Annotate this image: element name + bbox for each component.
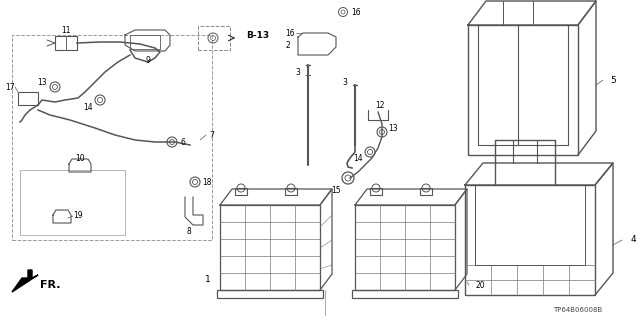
Bar — [370, 188, 382, 195]
Text: 3: 3 — [342, 77, 348, 86]
Text: 19: 19 — [73, 212, 83, 220]
Text: 11: 11 — [61, 26, 71, 35]
Text: 16: 16 — [351, 7, 361, 17]
Bar — [217, 290, 323, 298]
Bar — [285, 188, 297, 195]
Text: 14: 14 — [83, 102, 93, 111]
Text: 10: 10 — [75, 154, 85, 163]
Bar — [55, 36, 77, 50]
Text: 4: 4 — [630, 236, 636, 244]
Text: 20: 20 — [475, 281, 485, 290]
Bar — [20, 170, 125, 235]
Text: 5: 5 — [610, 76, 616, 84]
Text: 15: 15 — [331, 186, 341, 195]
Bar — [468, 25, 578, 155]
Text: 16: 16 — [285, 28, 295, 37]
Bar — [420, 188, 432, 195]
Bar — [352, 290, 458, 298]
Bar — [130, 35, 160, 49]
Bar — [18, 92, 38, 105]
Text: 9: 9 — [145, 55, 150, 65]
Text: B-13: B-13 — [246, 30, 269, 39]
Polygon shape — [12, 270, 38, 292]
Bar — [355, 205, 455, 290]
Text: 1: 1 — [205, 276, 211, 284]
Text: 18: 18 — [202, 178, 212, 187]
Bar — [198, 26, 230, 50]
Text: TP64B06008B: TP64B06008B — [554, 307, 603, 313]
Text: 13: 13 — [388, 124, 398, 132]
Text: 3: 3 — [296, 68, 300, 76]
Text: 13: 13 — [37, 77, 47, 86]
Text: 17: 17 — [5, 83, 15, 92]
Bar — [220, 205, 320, 290]
Text: 2: 2 — [285, 41, 291, 50]
Bar — [465, 185, 595, 295]
Bar — [235, 188, 247, 195]
Text: 14: 14 — [353, 154, 363, 163]
Text: 8: 8 — [187, 228, 191, 236]
Text: 7: 7 — [209, 131, 214, 140]
Text: FR.: FR. — [40, 280, 60, 290]
Bar — [12, 35, 212, 240]
Text: 6: 6 — [180, 138, 186, 147]
Text: 12: 12 — [375, 100, 385, 109]
